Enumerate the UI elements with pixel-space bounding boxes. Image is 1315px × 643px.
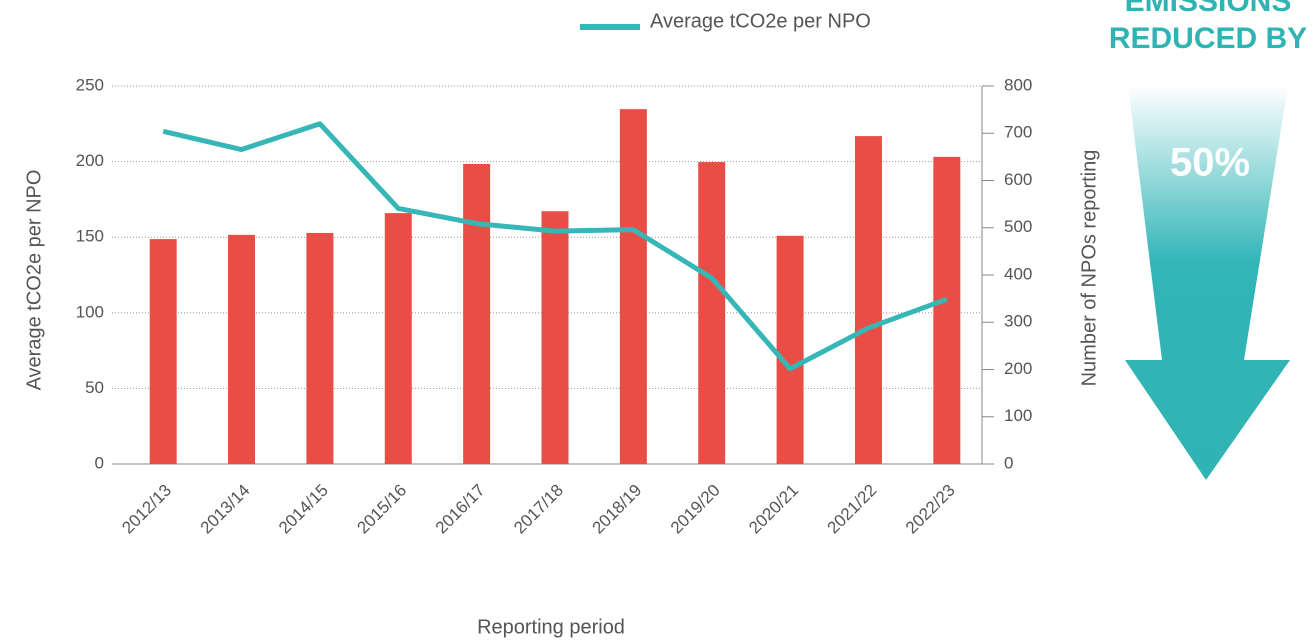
x-tick-label: 2018/19 — [588, 481, 645, 538]
y-axis-title: Average tCO2e per NPO — [23, 170, 45, 391]
x-tick-label: 2022/23 — [902, 481, 959, 538]
bar — [698, 162, 726, 464]
x-tick-label: 2013/14 — [197, 481, 254, 538]
bar — [854, 136, 882, 464]
x-tick-label: 2012/13 — [118, 481, 175, 538]
legend-label: Average tCO2e per NPO — [650, 10, 871, 32]
bar — [933, 156, 961, 464]
y-tick-label: 250 — [76, 75, 104, 94]
bar — [541, 211, 569, 464]
x-tick-label: 2017/18 — [510, 481, 567, 538]
y-tick-label: 50 — [85, 378, 104, 397]
y2-tick-label: 0 — [1004, 453, 1013, 472]
x-tick-label: 2020/21 — [745, 481, 802, 538]
x-tick-label: 2015/16 — [353, 481, 410, 538]
y-tick-label: 200 — [76, 151, 104, 170]
callout-value: 50% — [1170, 141, 1250, 185]
line-series — [162, 121, 948, 372]
y2-tick-label: 200 — [1004, 359, 1032, 378]
y2-tick-label: 300 — [1004, 312, 1032, 331]
bar — [463, 163, 491, 464]
y2-tick-label: 700 — [1004, 123, 1032, 142]
bar — [619, 109, 647, 464]
y2-tick-label: 600 — [1004, 170, 1032, 189]
callout-arrow — [1125, 85, 1290, 480]
bar — [149, 239, 177, 464]
y2-tick-label: 500 — [1004, 217, 1032, 236]
bar — [228, 234, 256, 464]
y-tick-label: 100 — [76, 302, 104, 321]
callout-title: REDUCED BY — [1109, 22, 1307, 55]
callout-title: EMISSIONS — [1125, 0, 1292, 18]
x-tick-label: 2014/15 — [275, 481, 332, 538]
x-tick-label: 2019/20 — [667, 481, 724, 538]
x-tick-label: 2021/22 — [824, 481, 881, 538]
y-tick-label: 0 — [95, 453, 104, 472]
y2-axis-title: Number of NPOs reporting — [1078, 150, 1100, 387]
bar — [384, 213, 412, 464]
bar — [306, 232, 334, 464]
y2-tick-label: 100 — [1004, 406, 1032, 425]
y-tick-label: 150 — [76, 227, 104, 246]
y2-tick-label: 800 — [1004, 75, 1032, 94]
y2-tick-label: 400 — [1004, 264, 1032, 283]
bar — [776, 235, 804, 464]
x-tick-label: 2016/17 — [432, 481, 489, 538]
x-axis-title: Reporting period — [477, 616, 625, 638]
